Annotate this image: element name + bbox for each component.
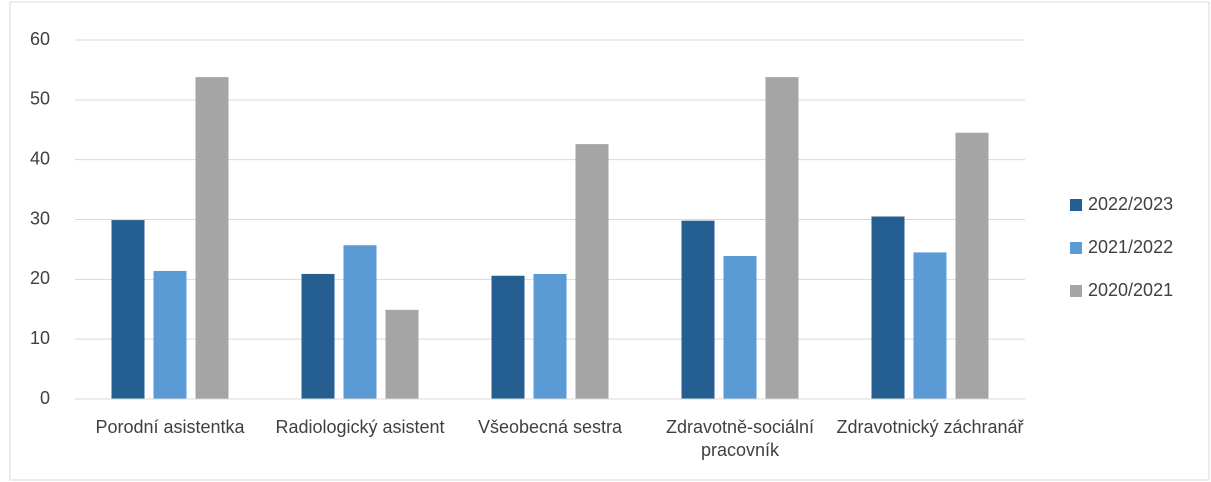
x-tick-label: Radiologický asistent xyxy=(275,417,445,437)
y-tick-label: 60 xyxy=(30,29,50,49)
x-tick-label-box: Zdravotně-sociální pracovník xyxy=(665,417,815,460)
x-tick-label-box: Porodní asistentka xyxy=(95,417,245,437)
bar xyxy=(913,252,947,399)
bar xyxy=(111,220,145,399)
x-tick-label: Porodní asistentka xyxy=(95,417,245,437)
bar xyxy=(575,144,609,399)
legend-swatch xyxy=(1070,199,1082,211)
legend-label: 2022/2023 xyxy=(1088,194,1173,214)
y-tick-label: 0 xyxy=(40,388,50,408)
bar xyxy=(301,273,335,399)
legend-label: 2020/2021 xyxy=(1088,280,1173,300)
y-tick-label: 10 xyxy=(30,328,50,348)
y-tick-label: 20 xyxy=(30,268,50,288)
x-tick-label: Zdravotnický záchranář xyxy=(836,417,1024,437)
x-tick-label-box: Radiologický asistent xyxy=(275,417,445,437)
bar xyxy=(681,220,715,399)
bar xyxy=(195,77,229,399)
legend-label: 2021/2022 xyxy=(1088,237,1173,257)
bar xyxy=(765,77,799,399)
bar xyxy=(871,216,905,399)
x-tick-label: Všeobecná sestra xyxy=(477,417,623,437)
x-tick-label: Zdravotně-sociální pracovník xyxy=(665,417,815,460)
bar xyxy=(385,309,419,399)
bar xyxy=(723,255,757,399)
bar xyxy=(343,245,377,399)
bar xyxy=(491,275,525,399)
y-tick-label: 50 xyxy=(30,89,50,109)
x-tick-label-box: Zdravotnický záchranář xyxy=(836,417,1024,437)
bar xyxy=(533,273,567,399)
legend-swatch xyxy=(1070,285,1082,297)
bar xyxy=(153,270,187,399)
chart-border xyxy=(9,1,1210,481)
y-tick-label: 30 xyxy=(30,208,50,228)
y-tick-label: 40 xyxy=(30,148,50,168)
x-tick-label-box: Všeobecná sestra xyxy=(477,417,623,437)
legend-swatch xyxy=(1070,242,1082,254)
bar xyxy=(955,132,989,399)
